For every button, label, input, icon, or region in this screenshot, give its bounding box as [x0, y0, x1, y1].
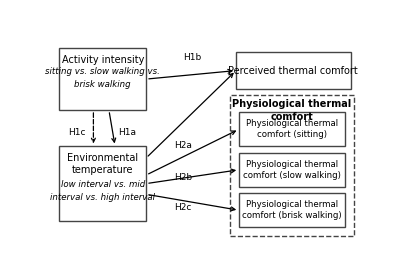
- Text: comfort (slow walking): comfort (slow walking): [243, 171, 341, 179]
- Text: H1c: H1c: [69, 128, 86, 137]
- Text: temperature: temperature: [72, 165, 134, 176]
- Text: interval vs. high interval: interval vs. high interval: [50, 193, 155, 202]
- Text: low interval vs. mid: low interval vs. mid: [60, 180, 145, 189]
- FancyBboxPatch shape: [239, 193, 344, 227]
- Text: comfort: comfort: [270, 112, 313, 122]
- FancyBboxPatch shape: [230, 95, 354, 236]
- FancyBboxPatch shape: [236, 52, 351, 89]
- Text: H2c: H2c: [174, 202, 191, 212]
- Text: H2b: H2b: [174, 173, 192, 182]
- FancyBboxPatch shape: [59, 146, 146, 221]
- Text: H1b: H1b: [183, 53, 202, 62]
- Text: sitting vs. slow walking vs.: sitting vs. slow walking vs.: [45, 67, 160, 76]
- Text: Physiological thermal: Physiological thermal: [246, 201, 338, 209]
- FancyBboxPatch shape: [59, 48, 146, 110]
- Text: comfort (brisk walking): comfort (brisk walking): [242, 211, 342, 220]
- Text: brisk walking: brisk walking: [74, 80, 131, 89]
- Text: Physiological thermal: Physiological thermal: [232, 99, 352, 109]
- Text: Activity intensity: Activity intensity: [62, 55, 144, 65]
- Text: H2a: H2a: [174, 141, 192, 150]
- Text: H1a: H1a: [118, 128, 136, 137]
- FancyBboxPatch shape: [239, 112, 344, 146]
- Text: Physiological thermal: Physiological thermal: [246, 119, 338, 128]
- Text: Perceived thermal comfort: Perceived thermal comfort: [228, 66, 358, 76]
- FancyBboxPatch shape: [239, 153, 344, 187]
- Text: Physiological thermal: Physiological thermal: [246, 160, 338, 169]
- Text: Environmental: Environmental: [67, 153, 138, 163]
- Text: comfort (sitting): comfort (sitting): [257, 130, 327, 139]
